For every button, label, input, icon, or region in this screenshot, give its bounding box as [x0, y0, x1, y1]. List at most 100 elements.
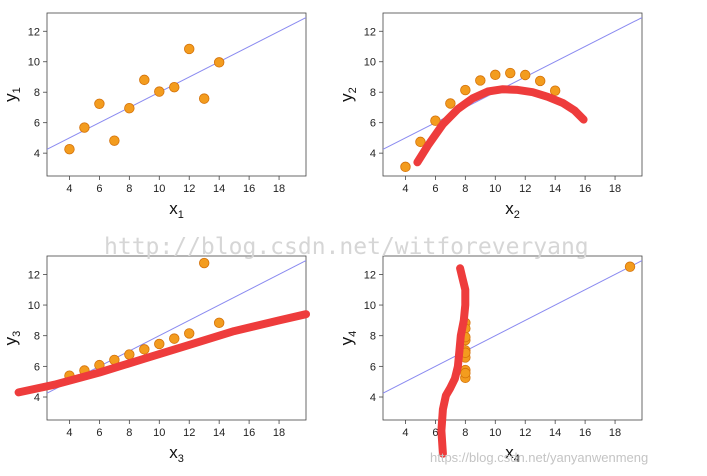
panel-4-xlabel-sub: 4 [514, 453, 520, 465]
panel-4-xtick-label: 18 [609, 427, 621, 439]
panel-1-xtick-label: 18 [273, 183, 285, 195]
panel-3-xtick-label: 18 [273, 427, 285, 439]
panel-1-data-point [79, 122, 90, 133]
panel-2-ytick-label: 6 [370, 118, 376, 130]
panel-2-xtick-label: 16 [579, 183, 591, 195]
panel-2-xtick-label: 12 [519, 183, 531, 195]
panel-2-data-point [430, 115, 441, 126]
panel-2-ytick-label: 12 [364, 26, 376, 38]
panel-3-data-point [184, 328, 195, 339]
panel-4-ytick-label: 8 [370, 331, 376, 343]
panel-3-data-point [169, 333, 180, 344]
panel-4-xtick-label: 10 [489, 427, 501, 439]
panel-1-ytick-label: 4 [34, 148, 40, 160]
panel-3-ylabel-sub: 3 [11, 331, 23, 337]
panel-4-xtick-label: 12 [519, 427, 531, 439]
panel-2-ytick-label: 4 [370, 148, 376, 160]
panel-3-red-marker-annotation [14, 310, 310, 397]
panel-1-xtick-label: 4 [66, 183, 72, 195]
panel-2-data-point [505, 67, 516, 79]
panel-1-data-point [169, 81, 180, 93]
panel-3-xtick-label: 16 [243, 427, 255, 439]
panel-2-xtick-label: 10 [489, 183, 501, 195]
panel-4-data-point [460, 367, 471, 379]
panel-2-ylabel: y2 [337, 87, 359, 102]
panel-1-data-point [139, 74, 150, 86]
panel-4-data-point [624, 261, 636, 272]
panel-3-xlabel: x3 [169, 443, 184, 465]
panel-4-ylabel: y4 [337, 331, 359, 346]
panel-3-data-point [213, 317, 225, 329]
panel-2-data-point [490, 69, 501, 81]
panel-1-frame [46, 12, 307, 177]
panel-1-ytick-label: 12 [28, 26, 40, 38]
panel-4-xtick-label: 16 [579, 427, 591, 439]
panel-4-xtick-label: 8 [462, 427, 468, 439]
panel-4-regression-line [383, 260, 642, 394]
panel-2-ylabel-sub: 2 [347, 87, 359, 93]
panel-3-ytick-label: 12 [28, 269, 40, 281]
panel-1-ytick-label: 8 [34, 87, 40, 99]
panel-1-data-point [213, 57, 225, 68]
panel-1-xtick-label: 14 [213, 183, 225, 195]
panel-2-xtick-label: 8 [462, 183, 468, 195]
panel-4-xtick-label: 4 [402, 427, 408, 439]
panel-3-xtick-label: 10 [153, 427, 165, 439]
watermark-center: http://blog.csdn.net/witforeveryang [104, 234, 589, 260]
panel-3-xtick-label: 12 [183, 427, 195, 439]
panel-2-xtick-label: 4 [402, 183, 408, 195]
panel-4-xtick-label: 14 [549, 427, 561, 439]
panel-2-data-point [475, 75, 486, 86]
panel-3: 4 6 8 10 12 14 16 18 4 6 8 10 12 x3 y3 [1, 255, 307, 465]
panel-3-xtick-label: 6 [96, 427, 102, 439]
panel-1-xlabel-sub: 1 [178, 209, 184, 221]
panel-1-data-point [198, 93, 210, 104]
panel-2-xlabel-sub: 2 [514, 209, 520, 221]
panel-3-ytick-label: 8 [34, 331, 40, 343]
panel-3-xtick-label: 8 [126, 427, 132, 439]
panel-1-data-point [64, 143, 75, 155]
panel-2-xtick-label: 18 [609, 183, 621, 195]
watermark-corner: https://blog.csdn.net/yanyanwenmeng [430, 450, 648, 465]
panel-4-xtick-label: 6 [432, 427, 438, 439]
panel-3-ylabel: y3 [1, 331, 23, 346]
panel-2: 4 6 8 10 12 14 16 18 4 6 8 10 12 x2 y2 [337, 12, 643, 221]
panel-1-data-point [154, 86, 165, 97]
panel-3-ytick-label: 10 [28, 300, 40, 312]
panel-3-data-point [139, 344, 150, 355]
panel-2-data-point [460, 84, 471, 96]
panel-4-ylabel-sub: 4 [347, 331, 359, 337]
panel-3-xlabel-sub: 3 [178, 453, 184, 465]
panel-4-frame [382, 255, 643, 421]
panel-1-data-point [94, 98, 105, 109]
panel-1-data-point [184, 43, 195, 55]
panel-1-xtick-label: 16 [243, 183, 255, 195]
panel-1-ytick-label: 10 [28, 57, 40, 69]
panel-4-ytick-label: 12 [364, 269, 376, 281]
panel-1-ytick-label: 6 [34, 118, 40, 130]
panel-4-red-marker-annotation [437, 264, 470, 458]
panel-2-data-point [534, 75, 546, 87]
panel-2-xtick-label: 14 [549, 183, 561, 195]
panel-3-ytick-label: 6 [34, 361, 40, 373]
panel-3-ytick-label: 4 [34, 392, 40, 404]
panel-2-ytick-label: 8 [370, 87, 376, 99]
panel-2-red-marker-annotation [413, 85, 588, 167]
panel-2-xlabel: x2 [505, 199, 520, 221]
panel-4-ytick-label: 10 [364, 300, 376, 312]
panel-2-data-point [549, 85, 561, 96]
panel-1-xtick-label: 6 [96, 183, 102, 195]
panel-3-xtick-label: 14 [213, 427, 225, 439]
panel-3-data-point [198, 257, 210, 269]
panel-1-xtick-label: 12 [183, 183, 195, 195]
panel-2-xtick-label: 6 [432, 183, 438, 195]
panel-1-ylabel-sub: 1 [11, 87, 23, 93]
panel-3-data-point [124, 349, 135, 360]
panel-2-data-point [400, 161, 411, 173]
panel-2-data-point [520, 69, 531, 81]
panel-1-xtick-label: 10 [153, 183, 165, 195]
panel-2-data-point [415, 136, 426, 148]
panel-3-data-point [154, 338, 165, 350]
